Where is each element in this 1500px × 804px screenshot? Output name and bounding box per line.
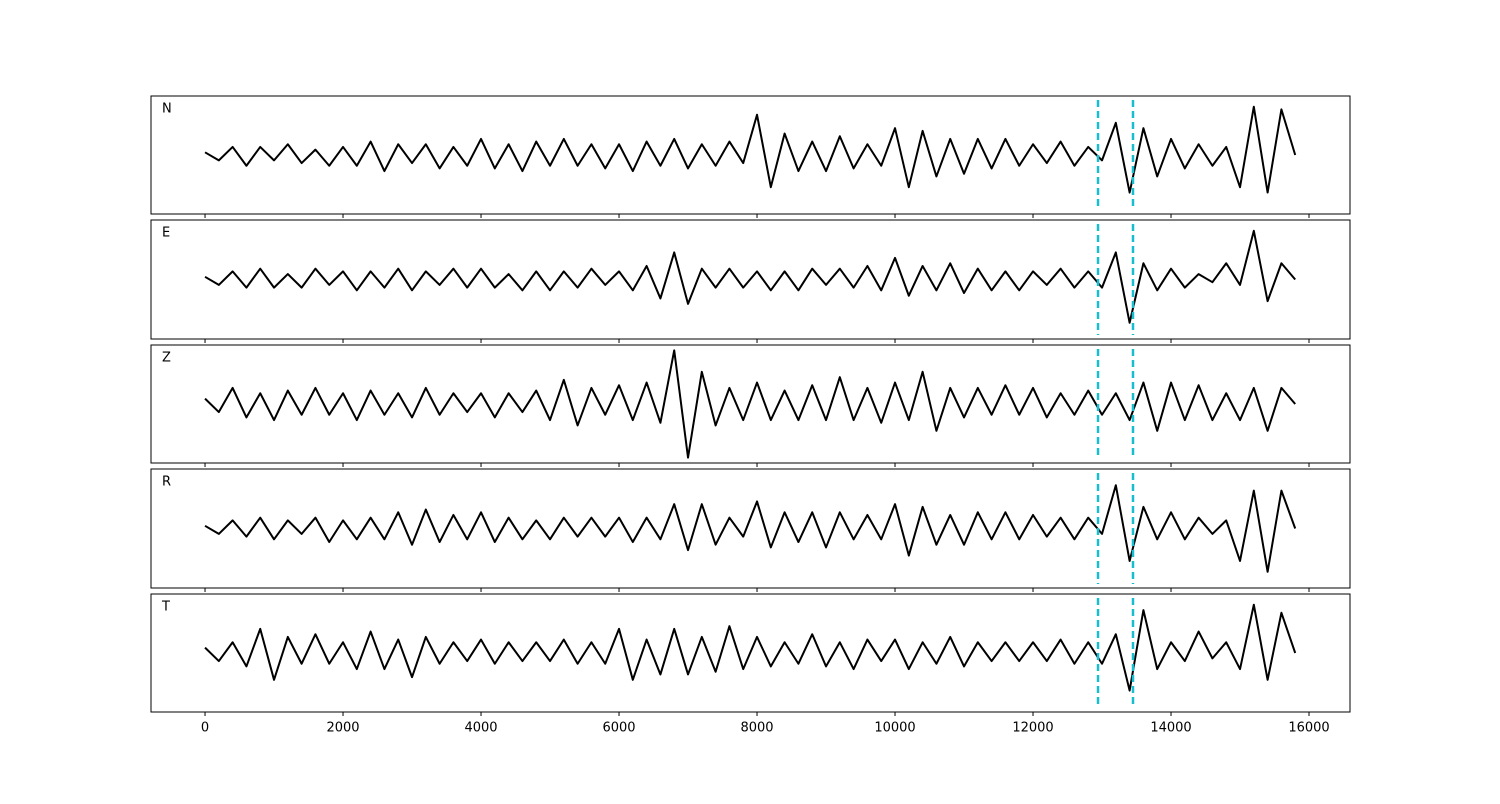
- panel-label: E: [162, 226, 170, 241]
- x-tick-label: 16000: [1288, 721, 1329, 736]
- panel-frame: [150, 468, 1351, 589]
- x-tick-label: 14000: [1150, 721, 1191, 736]
- x-tick-label: 12000: [1012, 721, 1053, 736]
- panel-frame: [150, 219, 1351, 340]
- x-tick-label: 4000: [464, 721, 497, 736]
- panel-frame: [150, 95, 1351, 215]
- panel-label: T: [161, 600, 170, 615]
- panel-label: N: [162, 102, 172, 117]
- trace: [204, 105, 1297, 194]
- panel-frame: [150, 593, 1351, 713]
- x-tick-label: 10000: [874, 721, 915, 736]
- trace: [204, 229, 1296, 324]
- panel-frame: [150, 344, 1351, 464]
- trace: [204, 603, 1297, 692]
- panel-label: R: [162, 475, 171, 490]
- x-tick-label: 0: [201, 721, 209, 736]
- x-tick-label: 8000: [740, 721, 773, 736]
- x-tick-label: 6000: [602, 721, 635, 736]
- x-tick-label: 2000: [326, 721, 359, 736]
- trace: [204, 349, 1296, 459]
- trace: [204, 484, 1297, 573]
- panel-label: Z: [162, 351, 171, 366]
